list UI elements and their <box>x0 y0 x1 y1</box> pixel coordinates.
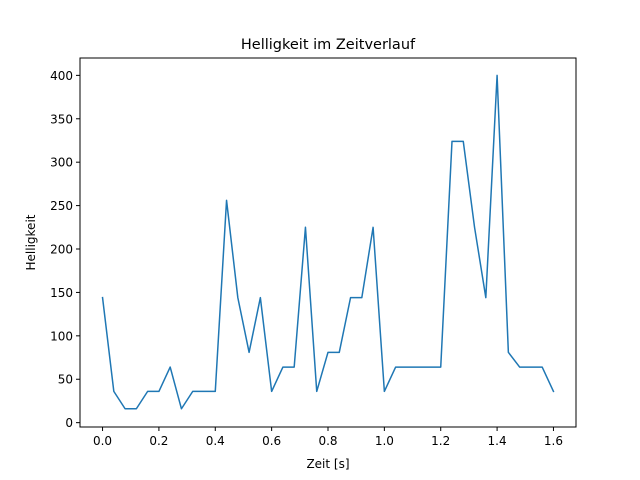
y-axis-ticks: 0 50 100 150 200 250 300 350 400 <box>50 69 80 430</box>
y-tick-label: 50 <box>58 373 73 387</box>
y-tick-label: 150 <box>50 286 73 300</box>
x-tick-label: 0.2 <box>149 434 168 448</box>
x-tick-label: 0.0 <box>93 434 112 448</box>
x-tick-label: 1.0 <box>375 434 394 448</box>
x-tick-label: 1.6 <box>544 434 563 448</box>
y-tick-label: 400 <box>50 69 73 83</box>
y-tick-label: 350 <box>50 112 73 126</box>
x-tick-label: 1.4 <box>488 434 507 448</box>
x-tick-label: 1.2 <box>431 434 450 448</box>
series-line-1 <box>101 74 555 410</box>
y-tick-label: 200 <box>50 243 73 257</box>
y-tick-label: 250 <box>50 199 73 213</box>
y-tick-label: 100 <box>50 329 73 343</box>
y-tick-label: 0 <box>65 416 73 430</box>
chart-title: Helligkeit im Zeitverlauf <box>241 37 416 53</box>
series-layer <box>101 74 555 410</box>
x-tick-label: 0.4 <box>206 434 225 448</box>
y-axis-label: Helligkeit <box>24 214 38 270</box>
plot-frame <box>79 57 577 428</box>
x-axis-label: Zeit [s] <box>306 457 349 471</box>
x-tick-label: 0.6 <box>262 434 281 448</box>
y-tick-label: 300 <box>50 156 73 170</box>
x-tick-label: 0.8 <box>318 434 337 448</box>
x-axis-ticks: 0.0 0.2 0.4 0.6 0.8 1.0 1.2 1.4 1.6 <box>93 427 563 448</box>
